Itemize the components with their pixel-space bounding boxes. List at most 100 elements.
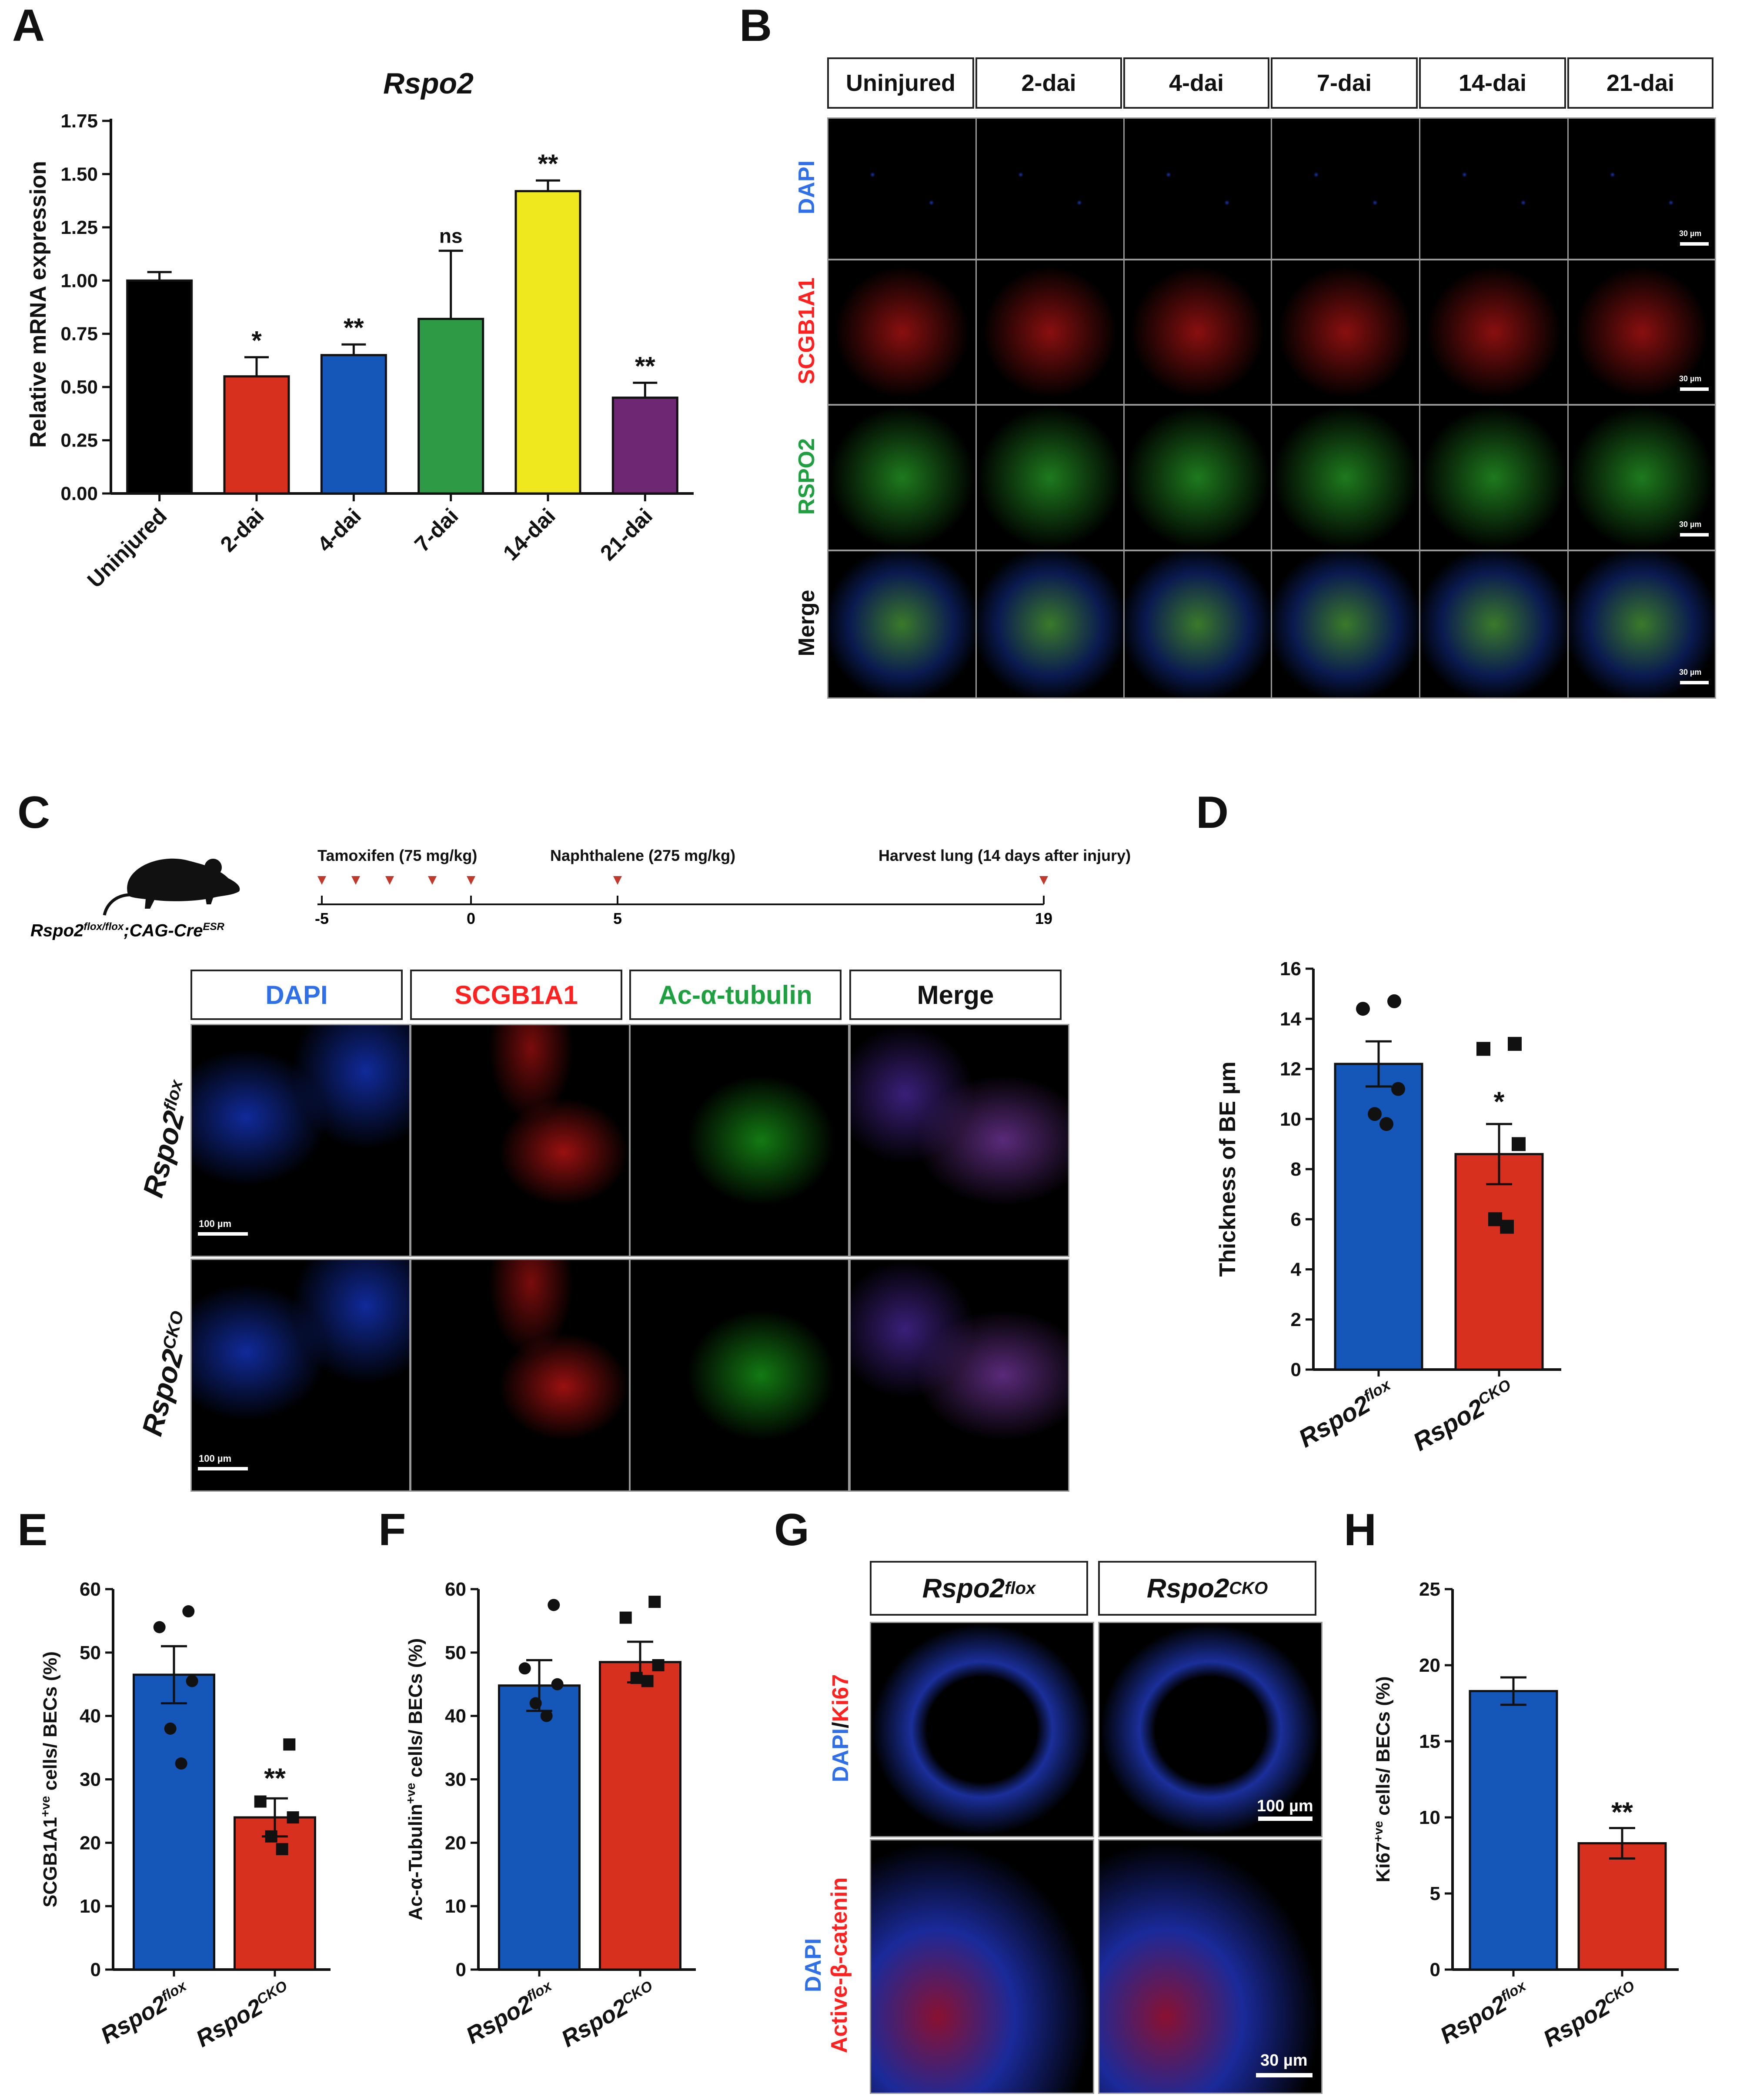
ytick-label: 30 [445,1769,466,1790]
panel-g-row-label-ki67: DAPI/Ki67 [828,1674,853,1783]
panel-b-micrograph [827,550,977,699]
panel-b-column-header: 2-dai [975,57,1122,109]
data-point-square [1508,1037,1522,1051]
xtick-label: Rspo2flox [1293,1375,1399,1453]
panel-b-micrograph [975,117,1125,260]
data-point-square [1500,1220,1514,1234]
tamoxifen-marker-1 [317,876,326,885]
panel-label-d: D [1196,787,1229,838]
chart-a-xtick-label: 14-dai [498,503,560,565]
panel-c-micrograph: 100 µm [190,1259,411,1492]
panel-h-bar-chart: 0 5 10 15 20 25 Ki67+ve cells/ BECs (%) Rspo2fl… [1372,1579,1679,2052]
chart-a-ytick-label: 0.00 [60,483,98,504]
xtick-label: Rspo2CKO [1539,1977,1642,2052]
data-point-circle [182,1605,195,1618]
data-point-square [641,1675,654,1687]
data-point-square [630,1672,643,1684]
chart-a-significance: ** [538,149,558,178]
tick-0: 0 [467,910,475,926]
panel-label-a: A [12,0,45,51]
data-point-circle [540,1710,553,1722]
chart-a-ytick-label: 1.00 [60,270,98,291]
chart-a-bar [223,375,290,495]
panel-c-micrograph [410,1024,630,1257]
chart-a-xtick-label: 4-dai [313,503,366,557]
panel-c-column-header: Merge [849,970,1062,1020]
panel-c-scale-label: 100 µm [199,1218,232,1229]
xtick-label: Rspo2CKO [557,1977,660,2052]
panel-b-scale-label: 30 µm [1679,520,1702,529]
panel-b-micrograph [1123,404,1272,551]
tick-19: 19 [1035,910,1052,926]
data-point-square [283,1738,296,1751]
ytick-label: 25 [1419,1579,1440,1600]
chart-a-bar [514,190,581,495]
data-point-square [276,1843,288,1855]
data-point-circle [186,1675,198,1687]
panel-b-scale-bar [1680,242,1709,246]
event-harvest: Harvest lung (14 days after injury) [878,847,1131,864]
ytick-label: 0 [1291,1359,1301,1380]
panel-b-micrograph [1271,117,1420,260]
xtick-label: Rspo2CKO [1408,1376,1520,1457]
panel-b-micrograph [1123,117,1272,260]
panel-c-scale-bar [198,1467,248,1470]
data-point-square [254,1795,267,1808]
data-point-circle [551,1678,564,1690]
chart-a-ytick-label: 1.75 [60,110,98,132]
panel-b-column-header: 14-dai [1419,57,1566,109]
event-tamoxifen: Tamoxifen (75 mg/kg) [317,847,477,864]
ytick-label: 10 [1419,1807,1440,1828]
panel-label-b: B [739,0,772,51]
panel-b-row-label: Merge [794,590,819,657]
panel-c-micrograph [849,1024,1069,1257]
tamoxifen-marker-5 [467,876,475,885]
chart-a-ytick-label: 1.25 [60,217,98,238]
panel-b-micrograph [975,259,1125,405]
data-point-circle [153,1621,166,1633]
data-point-square [652,1659,665,1671]
data-point-square [1488,1212,1502,1227]
panel-c-scale-bar [198,1232,248,1236]
bar [1577,1842,1667,1971]
ytick-label: 20 [1419,1655,1440,1676]
chart-a-xtick-label: 7-dai [410,503,463,557]
data-point-square [1512,1137,1526,1151]
panel-f-bar-chart: 0 10 20 30 40 50 60 Ac-α-Tubulin+ve cells/ BECs… [404,1579,696,2052]
ytick-label: 0 [1430,1959,1440,1980]
data-point-square [619,1611,632,1624]
ytick-label: 5 [1430,1883,1440,1904]
panel-label-c: C [17,787,50,838]
chart-a-ytick-label: 0.50 [60,377,98,398]
panel-b-micrograph [827,259,977,405]
bar [133,1673,215,1971]
ytick-label: 16 [1280,958,1301,980]
data-point-circle [1387,994,1401,1008]
panel-g-micrograph-catenin: 30 µm [1098,1839,1323,2094]
panel-g-micrograph-catenin [870,1839,1094,2094]
panel-c-micrograph [629,1259,849,1492]
data-point-square [287,1811,299,1823]
tamoxifen-marker-3 [385,876,394,885]
panel-b-micrograph [975,404,1125,551]
bar [599,1661,681,1971]
panel-b-column-header: 7-dai [1271,57,1418,109]
data-point-circle [175,1757,187,1770]
panel-g-micrograph-ki67: 100 µm [1098,1622,1323,1837]
panel-c-scale-label: 100 µm [199,1453,232,1464]
chart-a-ylabel: Relative mRNA expression [26,161,51,448]
y-axis-label: Ac-α-Tubulin+ve cells/ BECs (%) [404,1638,426,1920]
chart-a-xtick-label: 2-dai [216,503,269,557]
xtick-label: Rspo2flox [1436,1977,1534,2049]
ytick-label: 10 [1280,1109,1301,1130]
bar [1454,1153,1544,1371]
data-point-circle [1379,1117,1393,1131]
tamoxifen-marker-4 [428,876,437,885]
panel-b-scale-label: 30 µm [1679,229,1702,238]
panel-b-micrograph [1419,117,1569,260]
panel-g-scale-bar [1258,1817,1313,1821]
panel-b-micrograph [1271,550,1420,699]
significance-marker: ** [264,1762,286,1793]
mouse-genotype: Rspo2flox/flox;CAG-CreESR [30,921,224,940]
data-point-square [265,1830,277,1843]
